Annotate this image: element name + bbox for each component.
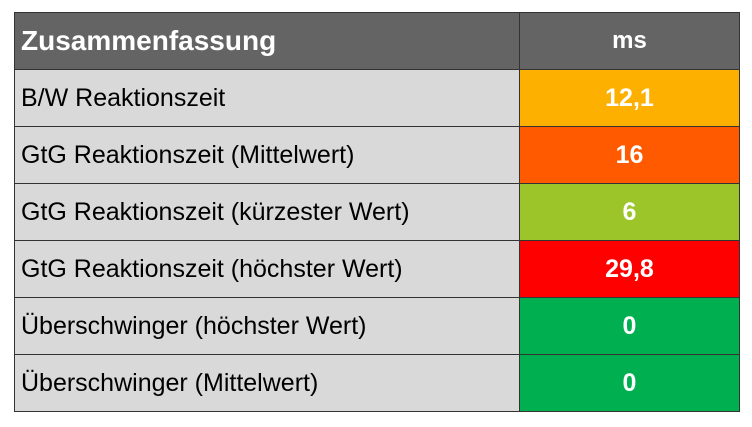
summary-table: Zusammenfassung ms B/W Reaktionszeit 12,1… xyxy=(14,12,740,412)
row-label: Überschwinger (höchster Wert) xyxy=(14,297,520,355)
row-value: 12,1 xyxy=(519,69,740,127)
table-row: Überschwinger (höchster Wert) 0 xyxy=(14,297,740,355)
row-label: GtG Reaktionszeit (höchster Wert) xyxy=(14,240,520,298)
header-unit: ms xyxy=(519,12,740,70)
row-value: 0 xyxy=(519,354,740,412)
table-row: Überschwinger (Mittelwert) 0 xyxy=(14,354,740,412)
row-label: GtG Reaktionszeit (Mittelwert) xyxy=(14,126,520,184)
row-label: Überschwinger (Mittelwert) xyxy=(14,354,520,412)
table-row: GtG Reaktionszeit (Mittelwert) 16 xyxy=(14,126,740,184)
row-value: 0 xyxy=(519,297,740,355)
table-header: Zusammenfassung ms xyxy=(14,12,740,70)
row-label: GtG Reaktionszeit (kürzester Wert) xyxy=(14,183,520,241)
row-label: B/W Reaktionszeit xyxy=(14,69,520,127)
row-value: 16 xyxy=(519,126,740,184)
row-value: 6 xyxy=(519,183,740,241)
table-row: B/W Reaktionszeit 12,1 xyxy=(14,69,740,127)
table-row: GtG Reaktionszeit (höchster Wert) 29,8 xyxy=(14,240,740,298)
header-row: Zusammenfassung ms xyxy=(14,12,740,70)
row-value: 29,8 xyxy=(519,240,740,298)
header-label: Zusammenfassung xyxy=(14,12,520,70)
table-row: GtG Reaktionszeit (kürzester Wert) 6 xyxy=(14,183,740,241)
table-body: B/W Reaktionszeit 12,1 GtG Reaktionszeit (… xyxy=(14,69,740,412)
